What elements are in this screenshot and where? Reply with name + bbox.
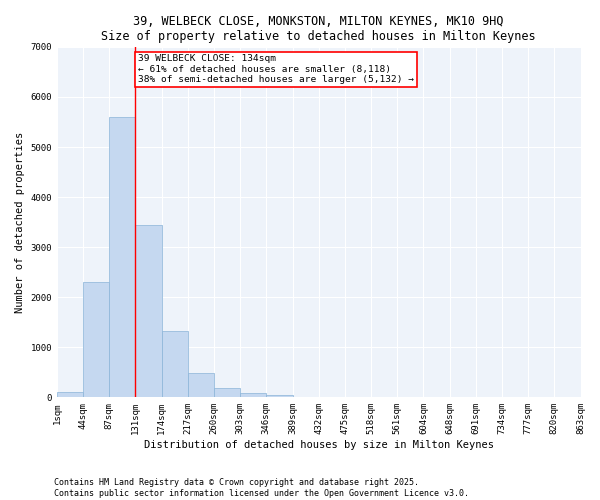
Bar	[240, 394, 266, 398]
X-axis label: Distribution of detached houses by size in Milton Keynes: Distribution of detached houses by size …	[144, 440, 494, 450]
Y-axis label: Number of detached properties: Number of detached properties	[15, 132, 25, 313]
Bar	[161, 332, 188, 398]
Bar	[266, 395, 293, 398]
Bar	[188, 373, 214, 398]
Text: 39 WELBECK CLOSE: 134sqm
← 61% of detached houses are smaller (8,118)
38% of sem: 39 WELBECK CLOSE: 134sqm ← 61% of detach…	[138, 54, 414, 84]
Bar	[57, 392, 83, 398]
Title: 39, WELBECK CLOSE, MONKSTON, MILTON KEYNES, MK10 9HQ
Size of property relative t: 39, WELBECK CLOSE, MONKSTON, MILTON KEYN…	[101, 15, 536, 43]
Bar	[214, 388, 240, 398]
Bar	[136, 224, 161, 398]
Bar	[83, 282, 109, 398]
Bar	[109, 117, 136, 398]
Text: Contains HM Land Registry data © Crown copyright and database right 2025.
Contai: Contains HM Land Registry data © Crown c…	[54, 478, 469, 498]
